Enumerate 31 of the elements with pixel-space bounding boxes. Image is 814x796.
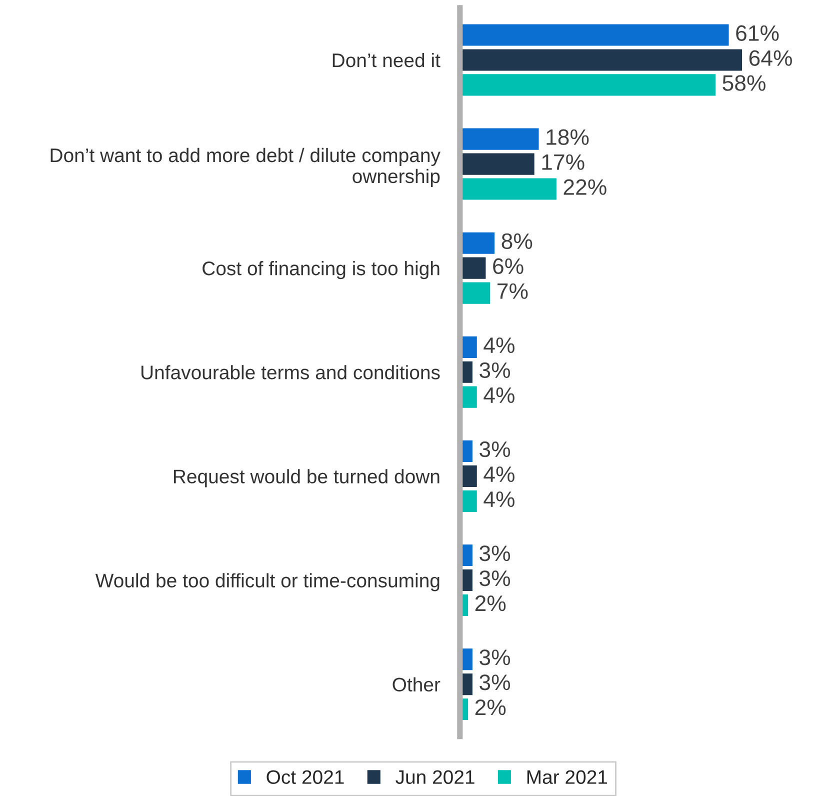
legend-label: Mar 2021 <box>527 770 608 784</box>
data-label: 58% <box>722 75 766 91</box>
data-label: 3% <box>480 362 510 378</box>
data-label: 18% <box>546 129 589 146</box>
data-label: 3% <box>480 650 510 666</box>
y-tick-label: Don’t need it <box>332 52 440 68</box>
data-label: 64% <box>749 50 792 66</box>
data-label: 4% <box>484 466 514 482</box>
y-tick-label: Cost of financing is too high <box>202 261 440 280</box>
data-label: 4% <box>484 337 514 354</box>
data-label: 4% <box>484 387 514 403</box>
data-label: 7% <box>498 283 528 299</box>
data-label: 8% <box>502 233 532 250</box>
y-tick-label: Don’t want to add more debt / dilute company ownership <box>50 148 440 187</box>
data-label: 6% <box>493 258 524 274</box>
data-label: 4% <box>484 491 514 508</box>
data-label: 2% <box>475 699 506 716</box>
data-label: 3% <box>480 545 510 562</box>
data-label: 61% <box>736 25 779 41</box>
y-tick-label: Would be too difficult or time-consuming <box>95 573 440 592</box>
data-label: 17% <box>542 154 584 170</box>
data-label: 22% <box>564 179 606 195</box>
y-tick-label: Other <box>392 677 440 692</box>
data-label: 3% <box>480 674 510 690</box>
legend-label: Oct 2021 <box>266 770 344 784</box>
y-tick-label: Request would be turned down <box>174 469 440 488</box>
data-label: 3% <box>480 570 510 586</box>
legend-label: Jun 2021 <box>396 770 474 784</box>
data-label: 3% <box>480 441 510 458</box>
y-tick-label: Unfavourable terms and conditions <box>142 365 440 380</box>
data-label: 2% <box>475 595 506 612</box>
